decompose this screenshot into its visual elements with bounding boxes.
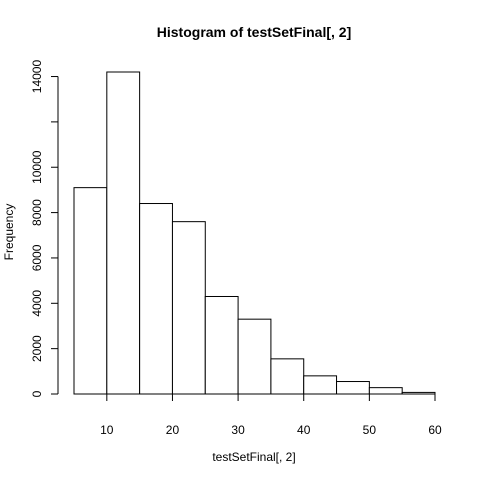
histogram-bars [74,72,435,394]
y-tick-label: 10000 [30,150,44,184]
histogram-bar [107,72,140,394]
histogram-bar [337,382,370,394]
chart-title: Histogram of testSetFinal[, 2] [157,24,351,40]
histogram-bar [304,376,337,394]
x-tick-label: 40 [297,423,311,437]
x-axis: 10 20 30 40 50 60 [100,394,442,437]
x-tick-label: 10 [100,423,114,437]
histogram-bar [205,296,238,394]
histogram-bar [172,222,205,394]
y-tick-label: 0 [30,390,44,397]
histogram-bar [140,204,173,394]
x-axis-label: testSetFinal[, 2] [212,450,295,464]
x-tick-label: 30 [231,423,245,437]
histogram-bar [271,359,304,394]
y-axis-label: Frequency [2,204,16,261]
x-tick-label: 50 [363,423,377,437]
histogram-bar [74,188,107,394]
histogram-bar [238,319,271,394]
y-tick-label: 14000 [30,60,44,94]
x-tick-label: 20 [166,423,180,437]
y-tick-label: 4000 [30,290,44,317]
histogram-bar [369,388,402,394]
y-tick-label: 2000 [30,335,44,362]
x-tick-label: 60 [428,423,442,437]
y-tick-label: 6000 [30,244,44,271]
y-tick-label: 8000 [30,199,44,226]
y-axis: 0 2000 4000 6000 8000 10000 14000 [30,60,58,398]
